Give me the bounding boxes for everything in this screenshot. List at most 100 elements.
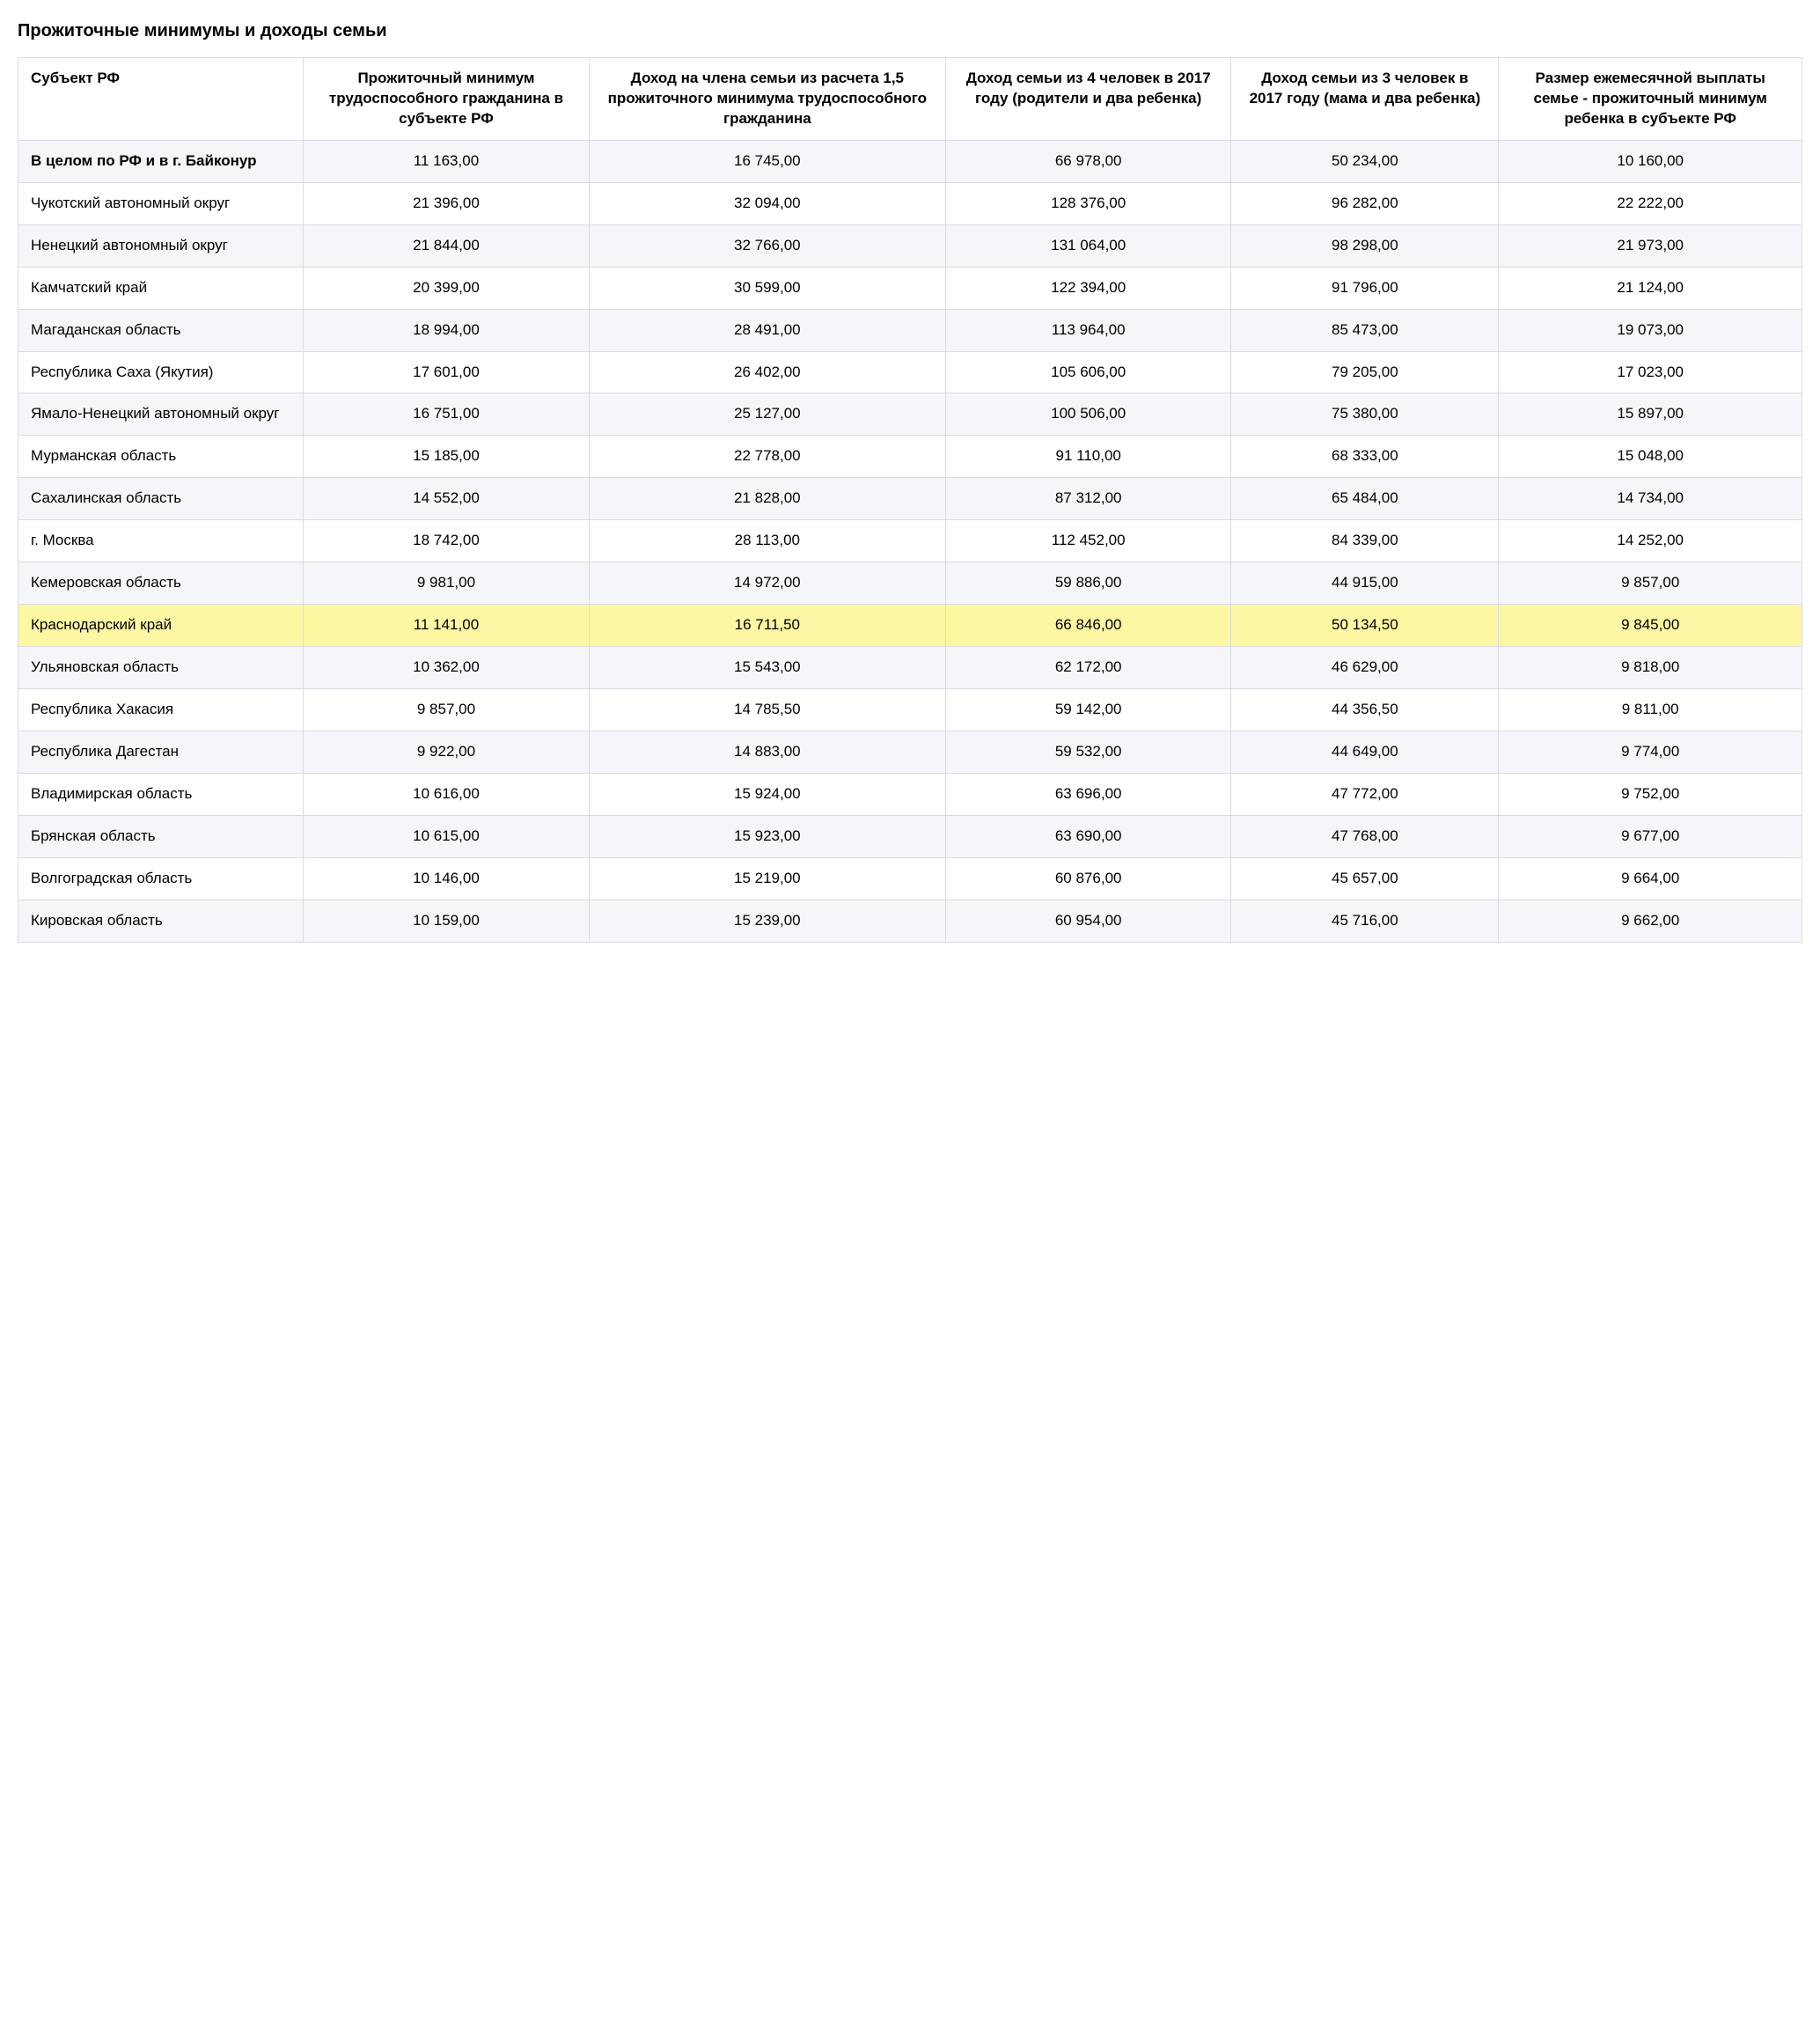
value-cell: 25 127,00 xyxy=(589,393,945,436)
value-cell: 11 163,00 xyxy=(304,140,589,182)
value-cell: 14 552,00 xyxy=(304,478,589,520)
page-title: Прожиточные минимумы и доходы семьи xyxy=(18,21,1802,41)
value-cell: 32 766,00 xyxy=(589,224,945,267)
value-cell: 21 844,00 xyxy=(304,224,589,267)
value-cell: 66 978,00 xyxy=(946,140,1231,182)
table-body: В целом по РФ и в г. Байконур11 163,00 16… xyxy=(18,140,1802,942)
value-cell: 9 774,00 xyxy=(1499,731,1802,773)
value-cell: 59 142,00 xyxy=(946,689,1231,731)
value-cell: 59 886,00 xyxy=(946,562,1231,605)
value-cell: 45 657,00 xyxy=(1231,857,1499,900)
table-header-cell: Доход на члена семьи из расчета 1,5 прож… xyxy=(589,58,945,141)
value-cell: 9 981,00 xyxy=(304,562,589,605)
table-header-cell: Доход семьи из 3 человек в 2017 году (ма… xyxy=(1231,58,1499,141)
value-cell: 10 160,00 xyxy=(1499,140,1802,182)
table-header-cell: Прожиточный минимум трудоспособного граж… xyxy=(304,58,589,141)
value-cell: 100 506,00 xyxy=(946,393,1231,436)
value-cell: 9 752,00 xyxy=(1499,773,1802,815)
table-row: г. Москва18 742,0028 113,00112 452,0084 … xyxy=(18,520,1802,562)
table-row: Ненецкий автономный округ21 844,0032 766… xyxy=(18,224,1802,267)
value-cell: 9 677,00 xyxy=(1499,815,1802,857)
value-cell: 9 818,00 xyxy=(1499,647,1802,689)
value-cell: 9 662,00 xyxy=(1499,900,1802,942)
value-cell: 28 491,00 xyxy=(589,309,945,351)
table-row: Кировская область10 159,0015 239,0060 95… xyxy=(18,900,1802,942)
row-label-cell: Ямало-Ненецкий автономный округ xyxy=(18,393,304,436)
value-cell: 10 146,00 xyxy=(304,857,589,900)
value-cell: 46 629,00 xyxy=(1231,647,1499,689)
table-row: Волгоградская область10 146,0015 219,006… xyxy=(18,857,1802,900)
row-label-cell: Владимирская область xyxy=(18,773,304,815)
value-cell: 75 380,00 xyxy=(1231,393,1499,436)
value-cell: 44 649,00 xyxy=(1231,731,1499,773)
value-cell: 21 124,00 xyxy=(1499,267,1802,309)
value-cell: 14 972,00 xyxy=(589,562,945,605)
value-cell: 28 113,00 xyxy=(589,520,945,562)
value-cell: 10 615,00 xyxy=(304,815,589,857)
value-cell: 63 696,00 xyxy=(946,773,1231,815)
value-cell: 68 333,00 xyxy=(1231,436,1499,478)
value-cell: 21 396,00 xyxy=(304,182,589,224)
table-row: Республика Саха (Якутия)17 601,0026 402,… xyxy=(18,351,1802,393)
value-cell: 15 543,00 xyxy=(589,647,945,689)
value-cell: 9 857,00 xyxy=(304,689,589,731)
value-cell: 131 064,00 xyxy=(946,224,1231,267)
value-cell: 85 473,00 xyxy=(1231,309,1499,351)
table-header-cell: Доход семьи из 4 человек в 2017 году (ро… xyxy=(946,58,1231,141)
value-cell: 9 664,00 xyxy=(1499,857,1802,900)
row-label-cell: Краснодарский край xyxy=(18,605,304,647)
value-cell: 122 394,00 xyxy=(946,267,1231,309)
value-cell: 105 606,00 xyxy=(946,351,1231,393)
value-cell: 47 768,00 xyxy=(1231,815,1499,857)
value-cell: 9 845,00 xyxy=(1499,605,1802,647)
value-cell: 9 857,00 xyxy=(1499,562,1802,605)
value-cell: 113 964,00 xyxy=(946,309,1231,351)
value-cell: 21 973,00 xyxy=(1499,224,1802,267)
value-cell: 14 734,00 xyxy=(1499,478,1802,520)
value-cell: 16 711,50 xyxy=(589,605,945,647)
value-cell: 18 742,00 xyxy=(304,520,589,562)
table-header-row: Субъект РФПрожиточный минимум трудоспосо… xyxy=(18,58,1802,141)
value-cell: 14 252,00 xyxy=(1499,520,1802,562)
value-cell: 9 811,00 xyxy=(1499,689,1802,731)
row-label-cell: Ульяновская область xyxy=(18,647,304,689)
value-cell: 47 772,00 xyxy=(1231,773,1499,815)
value-cell: 20 399,00 xyxy=(304,267,589,309)
value-cell: 91 110,00 xyxy=(946,436,1231,478)
row-label-cell: Магаданская область xyxy=(18,309,304,351)
row-label-cell: Сахалинская область xyxy=(18,478,304,520)
row-label-cell: В целом по РФ и в г. Байконур xyxy=(18,140,304,182)
table-row: Ямало-Ненецкий автономный округ16 751,00… xyxy=(18,393,1802,436)
value-cell: 65 484,00 xyxy=(1231,478,1499,520)
row-label-cell: Мурманская область xyxy=(18,436,304,478)
row-label-cell: Кемеровская область xyxy=(18,562,304,605)
table-header-cell: Размер ежемесячной выплаты семье - прожи… xyxy=(1499,58,1802,141)
value-cell: 44 915,00 xyxy=(1231,562,1499,605)
row-label-cell: Ненецкий автономный округ xyxy=(18,224,304,267)
row-label-cell: Брянская область xyxy=(18,815,304,857)
table-row: Чукотский автономный округ21 396,0032 09… xyxy=(18,182,1802,224)
table-row: Кемеровская область9 981,0014 972,0059 8… xyxy=(18,562,1802,605)
row-label-cell: Республика Дагестан xyxy=(18,731,304,773)
row-label-cell: Республика Саха (Якутия) xyxy=(18,351,304,393)
value-cell: 15 897,00 xyxy=(1499,393,1802,436)
table-row: Краснодарский край11 141,0016 711,5066 8… xyxy=(18,605,1802,647)
value-cell: 15 219,00 xyxy=(589,857,945,900)
value-cell: 17 601,00 xyxy=(304,351,589,393)
value-cell: 112 452,00 xyxy=(946,520,1231,562)
value-cell: 16 751,00 xyxy=(304,393,589,436)
value-cell: 17 023,00 xyxy=(1499,351,1802,393)
value-cell: 87 312,00 xyxy=(946,478,1231,520)
table-row: Магаданская область18 994,0028 491,00113… xyxy=(18,309,1802,351)
value-cell: 128 376,00 xyxy=(946,182,1231,224)
value-cell: 19 073,00 xyxy=(1499,309,1802,351)
value-cell: 15 185,00 xyxy=(304,436,589,478)
table-row: Республика Хакасия9 857,0014 785,5059 14… xyxy=(18,689,1802,731)
value-cell: 11 141,00 xyxy=(304,605,589,647)
value-cell: 30 599,00 xyxy=(589,267,945,309)
value-cell: 10 616,00 xyxy=(304,773,589,815)
value-cell: 60 876,00 xyxy=(946,857,1231,900)
value-cell: 50 234,00 xyxy=(1231,140,1499,182)
table-row: Мурманская область15 185,0022 778,0091 1… xyxy=(18,436,1802,478)
row-label-cell: Волгоградская область xyxy=(18,857,304,900)
